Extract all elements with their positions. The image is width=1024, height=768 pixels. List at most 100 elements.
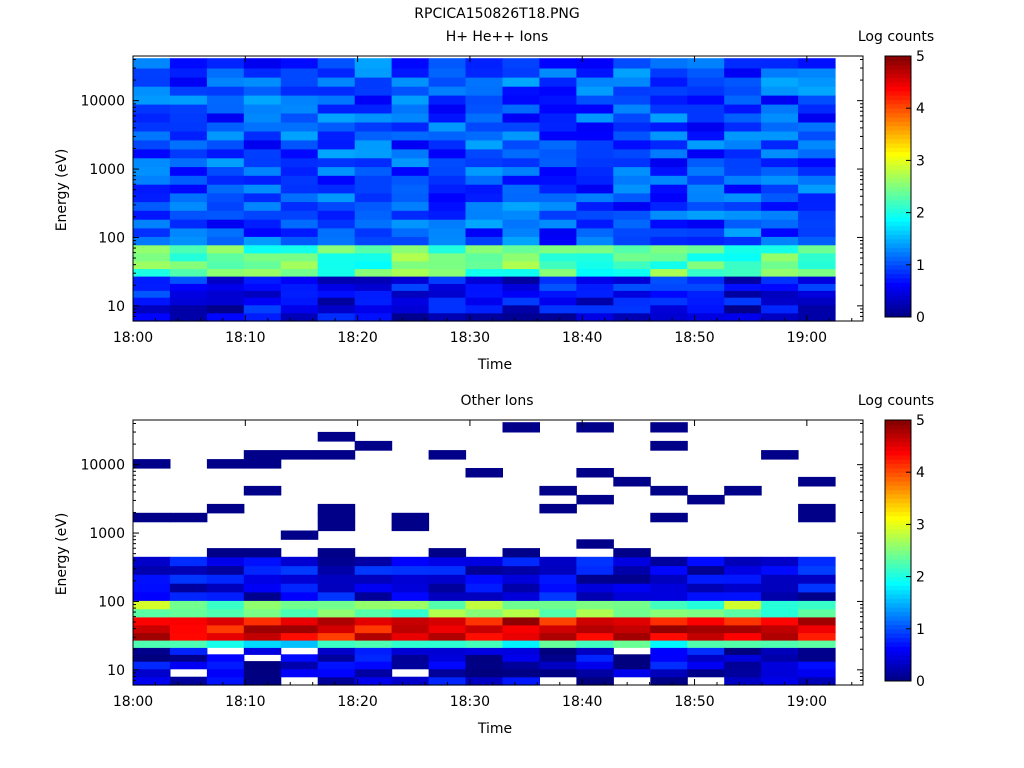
spectrogram-cell [687, 227, 725, 237]
spectrogram-cell [280, 574, 319, 584]
spectrogram-cell [354, 227, 393, 237]
spectrogram-cell [798, 297, 836, 306]
spectrogram-cell [798, 244, 836, 254]
spectrogram-cell [391, 304, 430, 314]
spectrogram-cell [539, 121, 577, 132]
spectrogram-cell [280, 600, 319, 610]
spectrogram-cell [169, 556, 208, 567]
colorbar-segment [885, 676, 911, 682]
spectrogram-cell [317, 67, 356, 78]
colorbar-segment [885, 541, 911, 547]
y-tick-label: 10 [107, 299, 125, 315]
spectrogram-cell [133, 591, 171, 601]
spectrogram-cell [465, 268, 503, 277]
spectrogram-cell [539, 312, 577, 322]
spectrogram-cell [502, 676, 540, 686]
spectrogram-cell [502, 201, 540, 211]
colorbar-segment [885, 169, 911, 174]
spectrogram-cell [576, 139, 614, 150]
colorbar-segment [885, 659, 911, 665]
spectrogram-cell [724, 130, 762, 141]
spectrogram-cell [354, 290, 393, 298]
spectrogram-cell [576, 565, 614, 575]
spectrogram-cell [761, 574, 799, 584]
colorbar-segment [885, 537, 911, 543]
spectrogram-cell [280, 121, 319, 132]
spectrogram-cell [687, 297, 725, 306]
spectrogram-cell [391, 210, 430, 220]
spectrogram-cell [539, 260, 577, 270]
spectrogram-cell [391, 104, 430, 114]
spectrogram-cell [354, 95, 393, 105]
spectrogram-cell [576, 676, 614, 686]
figure-title: RPCICA150826T18.PNG [414, 6, 580, 22]
spectrogram-cell [613, 210, 651, 220]
spectrogram-cell [280, 148, 319, 159]
spectrogram-cell [169, 67, 208, 78]
spectrogram-cell [724, 304, 762, 314]
y-tick-label: 1000 [89, 162, 125, 178]
spectrogram-cell [465, 647, 503, 655]
spectrogram-cell [133, 556, 171, 567]
spectrogram-cell [761, 640, 799, 648]
spectrogram-cell [613, 104, 651, 114]
spectrogram-cell [169, 574, 208, 584]
spectrogram-cell [576, 304, 614, 314]
spectrogram-cell [391, 632, 430, 641]
spectrogram-cell [428, 244, 467, 254]
spectrogram-cell [613, 95, 651, 105]
spectrogram-cell [539, 304, 577, 314]
spectrogram-cell [539, 192, 577, 203]
spectrogram-cell [391, 236, 430, 246]
spectrogram-cell [650, 121, 688, 132]
spectrogram-cell [502, 175, 540, 185]
spectrogram-cell [724, 297, 762, 306]
panel1-spectrogram: 18:00 18:10 18:20 18:30 18:40 18:50 19:0010100… [80, 49, 925, 346]
spectrogram-cell [391, 130, 430, 141]
x-tick-label: 18:20 [337, 694, 377, 710]
y-tick-label: 10000 [80, 458, 125, 474]
spectrogram-cell [687, 654, 725, 662]
spectrogram-cell [576, 112, 614, 123]
spectrogram-cell [243, 148, 282, 159]
spectrogram-cell [465, 608, 503, 618]
x-tick-label: 19:00 [787, 694, 827, 710]
colorbar-segment [885, 151, 911, 157]
spectrogram-cell [798, 86, 836, 96]
spectrogram-cell [798, 476, 836, 487]
spectrogram-cell [133, 236, 171, 246]
spectrogram-cell [243, 219, 282, 229]
spectrogram-cell [687, 112, 725, 123]
spectrogram-cell [650, 624, 688, 634]
spectrogram-cell [613, 157, 651, 168]
spectrogram-cell [280, 616, 319, 626]
spectrogram-cell [576, 175, 614, 185]
spectrogram-cell [169, 647, 208, 655]
spectrogram-cell [650, 175, 688, 185]
spectrogram-cell [539, 632, 577, 641]
spectrogram-cell [354, 654, 393, 662]
spectrogram-cell [428, 304, 467, 314]
spectrogram-cell [761, 139, 799, 150]
spectrogram-cell [539, 112, 577, 123]
spectrogram-cell [798, 157, 836, 168]
colorbar-segment [885, 56, 911, 61]
spectrogram-cell [724, 268, 762, 277]
spectrogram-cell [391, 565, 430, 575]
spectrogram-cell [317, 227, 356, 237]
spectrogram-cell [206, 76, 245, 87]
spectrogram-cell [613, 184, 651, 194]
spectrogram-cell [613, 608, 651, 618]
spectrogram-cell [798, 184, 836, 194]
spectrogram-cell [280, 227, 319, 237]
spectrogram-cell [354, 624, 393, 634]
spectrogram-cell [206, 283, 245, 291]
spectrogram-cell [243, 676, 282, 686]
spectrogram-cell [798, 640, 836, 648]
colorbar-tick-label: 1 [916, 622, 925, 638]
spectrogram-cell [354, 148, 393, 159]
spectrogram-cell [428, 290, 467, 298]
spectrogram-cell [243, 184, 282, 194]
spectrogram-cell [687, 668, 725, 678]
